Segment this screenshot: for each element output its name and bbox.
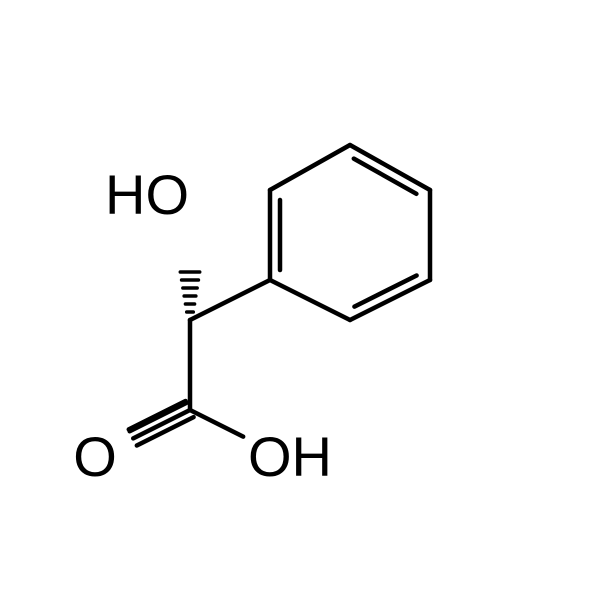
atom-label: HO: [105, 163, 189, 226]
atom-label: OH: [248, 425, 332, 488]
atom-label: O: [73, 425, 117, 488]
molecule-diagram: HO O OH: [0, 0, 600, 600]
